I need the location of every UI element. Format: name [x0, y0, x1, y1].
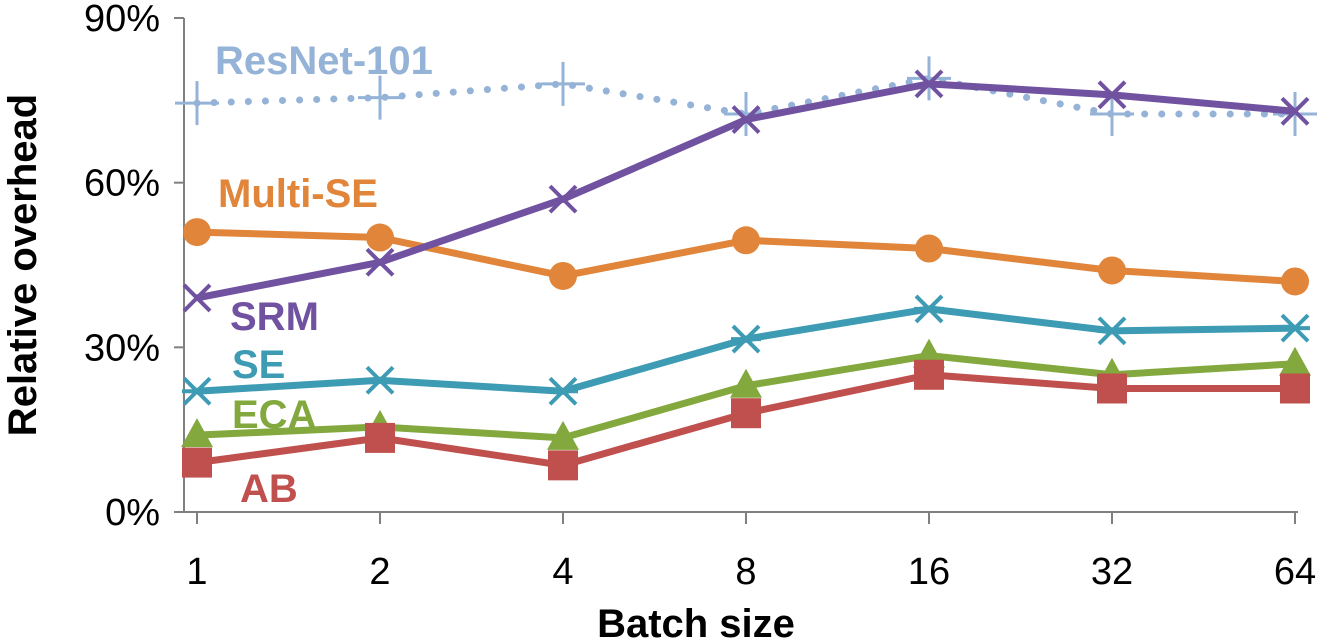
data-point	[1279, 346, 1311, 376]
data-point	[1098, 256, 1126, 285]
data-point	[1281, 267, 1309, 296]
data-point	[731, 105, 761, 134]
series-multi-se	[183, 218, 1309, 296]
x-ticks: 1 2 4 8 16 32 64	[186, 512, 1316, 593]
data-point	[181, 418, 213, 448]
data-point	[1090, 92, 1134, 137]
series-label-eca: ECA	[232, 393, 316, 437]
data-point	[365, 422, 395, 453]
data-point	[914, 69, 944, 99]
data-point	[182, 376, 212, 406]
data-point	[358, 75, 402, 120]
y-tick-label: 0%	[105, 492, 160, 534]
data-point	[549, 261, 577, 290]
data-point	[732, 226, 760, 255]
y-tick-label: 90%	[84, 0, 160, 40]
data-point	[1097, 80, 1127, 110]
data-point	[365, 365, 395, 395]
x-tick-label: 4	[552, 551, 573, 593]
y-tick-label: 60%	[84, 163, 160, 205]
series-label-multi-se: Multi-SE	[218, 172, 378, 216]
data-point	[1097, 373, 1127, 404]
series-ab	[182, 359, 1310, 481]
data-point	[914, 359, 944, 390]
series-label-se: SE	[232, 343, 285, 387]
data-point	[1280, 313, 1310, 343]
series-se	[182, 294, 1310, 406]
data-point	[1280, 373, 1310, 404]
x-axis-title: Batch size	[597, 602, 795, 642]
data-point	[541, 61, 585, 106]
x-tick-label: 8	[735, 551, 756, 593]
series-label-srm: SRM	[230, 295, 319, 339]
x-tick-label: 2	[369, 551, 390, 593]
x-tick-label: 64	[1274, 551, 1316, 593]
data-point	[1280, 96, 1310, 126]
series-label-ab: AB	[240, 467, 298, 511]
data-point	[548, 184, 578, 214]
series-resnet-101	[175, 56, 1317, 137]
data-point	[730, 368, 762, 398]
data-point	[365, 247, 395, 277]
data-point	[914, 294, 944, 324]
data-point	[366, 223, 394, 252]
data-point	[731, 398, 761, 429]
y-tick-label: 30%	[84, 327, 160, 369]
data-point	[548, 450, 578, 481]
y-ticks: 0% 30% 60% 90%	[84, 0, 184, 534]
data-point	[907, 56, 951, 101]
series-srm	[182, 69, 1310, 313]
x-tick-label: 16	[908, 551, 950, 593]
x-tick-label: 1	[186, 551, 207, 593]
data-point	[731, 324, 761, 354]
x-tick-label: 32	[1091, 551, 1133, 593]
data-point	[183, 218, 211, 247]
series-eca	[181, 338, 1311, 450]
data-point	[182, 447, 212, 478]
series-layer	[175, 56, 1317, 481]
data-point	[915, 234, 943, 263]
data-point	[182, 283, 212, 313]
data-point	[547, 420, 579, 450]
series-label-resnet-101: ResNet-101	[215, 39, 433, 83]
data-point	[1097, 316, 1127, 346]
y-axis-title: Relative overhead	[1, 94, 45, 436]
data-point	[548, 376, 578, 406]
data-point	[175, 81, 219, 126]
